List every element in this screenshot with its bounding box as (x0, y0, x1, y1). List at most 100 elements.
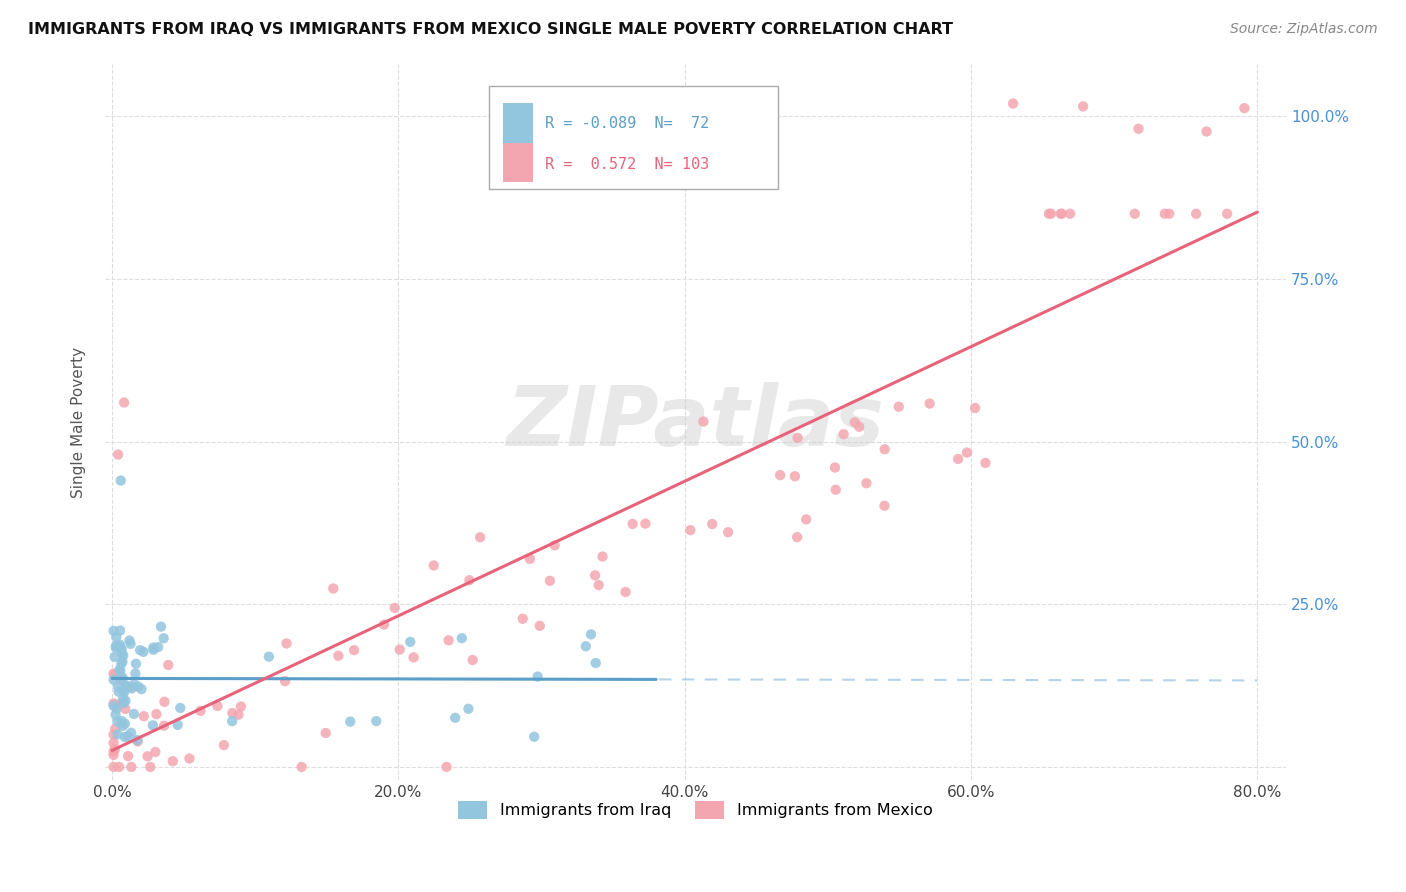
Text: R = -0.089  N=  72: R = -0.089 N= 72 (546, 116, 710, 131)
Point (592, 549, 614, 564)
Point (111, 655, 134, 669)
Point (115, 680, 138, 694)
Point (122, 677, 145, 691)
Point (190, 704, 212, 718)
Point (142, 640, 165, 655)
Point (107, 727, 129, 741)
Point (112, 685, 135, 699)
Point (111, 647, 134, 661)
Point (132, 709, 155, 723)
Point (1038, 207, 1060, 221)
Point (112, 696, 135, 710)
Point (1128, 121, 1150, 136)
Point (212, 738, 235, 752)
Point (120, 726, 142, 740)
Point (121, 680, 143, 694)
Point (1040, 207, 1063, 221)
Point (103, 698, 125, 713)
Point (111, 719, 134, 733)
FancyBboxPatch shape (503, 103, 533, 143)
Point (110, 640, 132, 655)
Point (384, 600, 406, 615)
Point (794, 512, 817, 526)
Point (112, 395, 135, 409)
Point (111, 692, 134, 706)
Point (129, 643, 152, 657)
Point (110, 474, 132, 488)
Point (105, 639, 128, 653)
Point (523, 730, 546, 744)
Point (153, 695, 176, 709)
Point (111, 671, 134, 685)
Point (276, 636, 298, 650)
Point (402, 650, 425, 665)
Point (1049, 207, 1071, 221)
Point (887, 400, 910, 414)
Point (125, 657, 148, 671)
Point (139, 760, 162, 774)
Point (702, 516, 724, 531)
Point (169, 701, 191, 715)
Point (621, 516, 644, 531)
Point (117, 729, 139, 743)
Point (117, 749, 139, 764)
Point (832, 427, 855, 442)
Point (110, 657, 132, 671)
Point (956, 445, 979, 459)
Point (388, 642, 411, 657)
Point (468, 530, 491, 544)
Point (166, 718, 188, 732)
Point (366, 714, 388, 728)
Point (543, 538, 565, 552)
Point (1153, 207, 1175, 221)
Point (103, 744, 125, 758)
Point (103, 747, 125, 762)
Legend: Immigrants from Iraq, Immigrants from Mexico: Immigrants from Iraq, Immigrants from Me… (451, 795, 939, 826)
Text: ZIPatlas: ZIPatlas (506, 382, 884, 463)
Point (142, 718, 165, 732)
Point (108, 663, 131, 677)
Point (103, 736, 125, 750)
Point (104, 707, 127, 722)
Point (114, 730, 136, 744)
Point (458, 573, 481, 587)
Point (614, 585, 637, 599)
Point (918, 396, 941, 410)
Point (114, 702, 136, 716)
Point (108, 638, 131, 652)
Point (257, 649, 280, 664)
Point (110, 672, 132, 686)
Point (146, 640, 169, 654)
Point (1002, 96, 1025, 111)
Point (108, 664, 131, 678)
Point (322, 582, 344, 596)
Point (291, 760, 314, 774)
FancyBboxPatch shape (503, 143, 533, 182)
Point (104, 649, 127, 664)
Point (339, 714, 361, 729)
Point (450, 631, 472, 645)
Point (1123, 207, 1146, 221)
Point (575, 640, 598, 654)
Point (103, 673, 125, 687)
Point (110, 714, 132, 728)
Point (107, 714, 129, 729)
Point (1050, 207, 1073, 221)
Point (114, 693, 136, 707)
Point (444, 711, 467, 725)
Point (111, 642, 134, 657)
Point (228, 707, 250, 722)
Point (112, 648, 135, 663)
Point (974, 456, 997, 470)
Point (221, 714, 243, 729)
Point (946, 451, 969, 466)
Point (107, 684, 129, 698)
Point (104, 640, 127, 655)
Point (769, 468, 792, 483)
Point (132, 645, 155, 659)
Point (1059, 207, 1081, 221)
Point (104, 667, 127, 681)
Point (103, 728, 125, 742)
Point (461, 653, 484, 667)
Point (1195, 124, 1218, 138)
